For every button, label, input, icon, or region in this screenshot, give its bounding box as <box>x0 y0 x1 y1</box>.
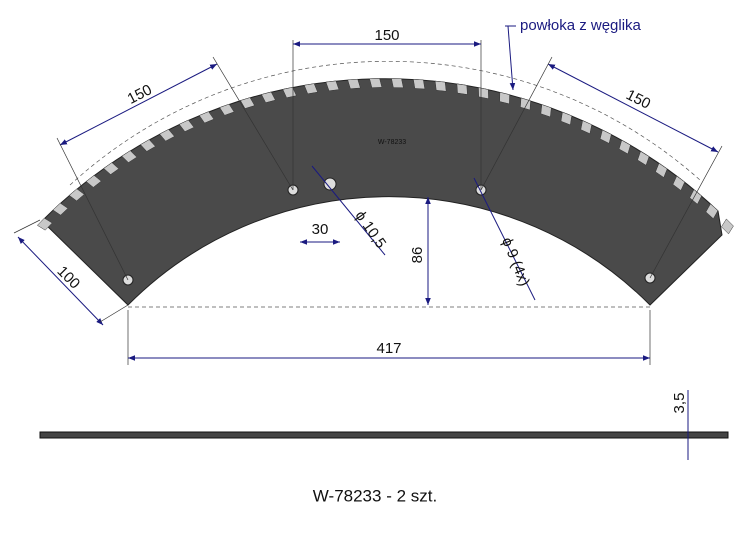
tooth <box>303 83 318 95</box>
line <box>547 63 719 153</box>
line <box>99 304 129 323</box>
tooth <box>103 162 120 175</box>
line <box>473 177 536 301</box>
dim-label: 417 <box>376 340 401 357</box>
tooth <box>705 203 719 220</box>
tooth <box>68 188 85 202</box>
tooth <box>391 78 404 88</box>
line <box>17 236 104 326</box>
line <box>311 165 386 256</box>
caption: W-78233 - 2 szt. <box>313 486 437 505</box>
shape <box>323 177 337 191</box>
tooth <box>499 91 510 105</box>
tooth <box>52 202 69 216</box>
tooth <box>721 218 734 235</box>
tooth <box>637 150 650 166</box>
dim-label: 150 <box>125 81 155 108</box>
tooth <box>520 97 531 111</box>
tooth <box>413 79 426 90</box>
part-label: W-78233 <box>378 139 406 146</box>
tooth <box>347 78 361 90</box>
tooth <box>240 97 255 109</box>
line <box>480 56 553 191</box>
dim-label: 150 <box>374 27 399 44</box>
line <box>507 25 516 91</box>
tooth <box>85 174 102 188</box>
line <box>212 56 294 191</box>
dim-label: 150 <box>623 86 653 113</box>
tooth <box>36 217 53 231</box>
dim-label: 100 <box>54 263 84 293</box>
tooth <box>689 189 702 205</box>
tooth <box>478 87 489 100</box>
outline-dash <box>69 60 701 186</box>
dim-label: 30 <box>312 221 329 238</box>
dim-label: ϕ 9 (4x) <box>498 235 533 289</box>
line <box>13 219 41 234</box>
tooth <box>434 80 447 92</box>
side-view <box>39 431 729 439</box>
tooth <box>369 78 383 88</box>
blade <box>41 78 723 306</box>
dim-label: 86 <box>409 247 426 264</box>
tooth <box>219 103 235 116</box>
tooth <box>325 80 340 92</box>
line <box>56 137 129 281</box>
tooth <box>456 83 468 95</box>
tooth <box>261 91 276 103</box>
dim-label: ϕ 10,5 <box>351 208 389 252</box>
tooth <box>655 162 668 178</box>
line <box>59 63 218 146</box>
line <box>649 145 723 279</box>
coating-note: powłoka z węglika <box>520 17 642 34</box>
tooth <box>121 150 138 163</box>
dim-label: 3,5 <box>671 393 688 414</box>
tooth <box>672 175 686 191</box>
